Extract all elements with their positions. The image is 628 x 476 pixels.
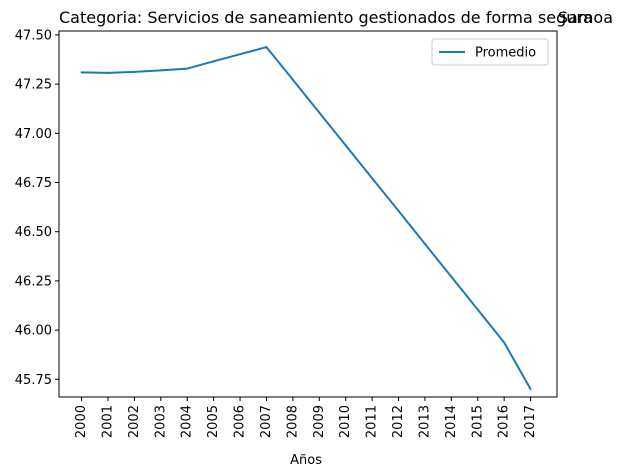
data-point [450, 275, 453, 278]
data-point [423, 242, 426, 245]
y-tick-label: 45.75 [15, 373, 52, 388]
x-tick-label: 2014 [444, 405, 459, 438]
y-tick-label: 46.00 [15, 324, 52, 339]
x-tick-label: 2013 [417, 405, 432, 438]
data-point [476, 308, 479, 311]
x-tick-label: 2007 [259, 405, 274, 438]
x-tick-label: 2010 [338, 405, 353, 438]
x-tick-label: 2016 [497, 405, 512, 438]
x-tick-label: 2005 [206, 405, 221, 438]
y-tick-label: 47.50 [15, 28, 52, 43]
y-tick-label: 46.50 [15, 225, 52, 240]
x-axis-label: Años [290, 453, 322, 468]
x-tick-label: 2017 [523, 405, 538, 438]
y-tick-label: 46.75 [15, 176, 52, 191]
legend-box [431, 38, 549, 66]
x-tick-label: 2006 [233, 405, 248, 438]
data-point [239, 53, 242, 56]
y-axis: 45.75 46.00 46.25 46.50 46.75 47.00 47.25 47.50 [15, 28, 59, 388]
x-axis: 2000 2001 2002 2003 2004 2005 2006 2007 2008 2009… [74, 397, 538, 438]
series-layer [80, 46, 532, 391]
x-tick-label: 2000 [74, 405, 89, 438]
data-point [133, 70, 136, 73]
data-point [107, 71, 110, 74]
data-point [397, 209, 400, 212]
x-tick-label: 2008 [285, 405, 300, 438]
x-tick-label: 2009 [312, 405, 327, 438]
data-point [291, 78, 294, 81]
plot-area: 45.75 46.00 46.25 46.50 46.75 47.00 47.25 47.50… [15, 28, 558, 438]
data-point [529, 388, 532, 391]
data-point [344, 144, 347, 147]
x-tick-label: 2012 [391, 405, 406, 438]
y-tick-label: 47.25 [15, 78, 52, 93]
x-tick-label: 2003 [153, 405, 168, 438]
legend: Promedio [431, 38, 549, 66]
data-point [159, 69, 162, 72]
chart-title: Categoria: Servicios de saneamiento gest… [59, 8, 593, 27]
x-tick-label: 2011 [365, 405, 380, 438]
axes-frame [58, 30, 558, 398]
x-tick-label: 2002 [127, 405, 142, 438]
data-point [265, 46, 268, 49]
data-point [186, 67, 189, 70]
x-tick-label: 2004 [180, 405, 195, 438]
y-tick-label: 46.25 [15, 274, 52, 289]
legend-label: Promedio [475, 46, 536, 61]
data-point [212, 60, 215, 63]
data-point [80, 71, 83, 74]
x-tick-label: 2015 [470, 405, 485, 438]
y-tick-label: 47.00 [15, 127, 52, 142]
data-point [318, 111, 321, 114]
data-point [371, 177, 374, 180]
x-tick-label: 2001 [101, 405, 116, 438]
series-line-promedio [81, 46, 532, 390]
data-point [503, 341, 506, 344]
chart-title-right: Samoa [558, 8, 613, 27]
